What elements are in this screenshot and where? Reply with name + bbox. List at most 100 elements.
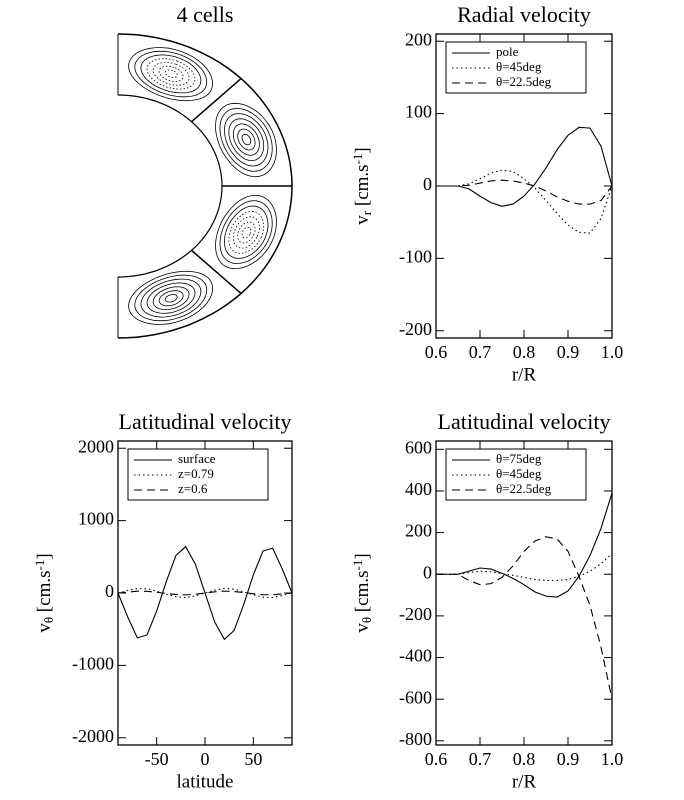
y-tick-label: -600: [399, 687, 432, 707]
streamline: [219, 107, 273, 172]
series-line: [436, 169, 613, 234]
streamline: [215, 194, 277, 270]
chart-title: Radial velocity: [457, 2, 591, 27]
x-axis-label: latitude: [177, 771, 234, 792]
streamline: [152, 61, 190, 86]
y-tick-label: 0: [423, 562, 432, 582]
streamline: [134, 50, 208, 98]
y-axis-label-part: [cm.s: [352, 164, 373, 210]
y-axis-label-part: ]: [34, 553, 55, 559]
legend-box: [127, 448, 269, 501]
legend-box: [445, 448, 587, 501]
streamline: [219, 200, 273, 265]
streamline: [152, 286, 190, 311]
streamline: [164, 293, 178, 303]
inner-boundary: [117, 94, 223, 278]
streamline: [223, 205, 269, 259]
x-tick-label: -50: [145, 749, 169, 769]
x-tick-label: 0.7: [469, 342, 492, 362]
y-axis-label-part: -1: [350, 560, 365, 571]
y-tick-label: -200: [399, 604, 432, 624]
x-tick-label: 50: [244, 749, 262, 769]
y-tick-label: -800: [399, 729, 432, 749]
streamline: [158, 65, 184, 82]
x-axis-label: r/R: [512, 771, 537, 792]
series-line: [117, 587, 293, 599]
streamline: [228, 210, 265, 254]
series-line: [436, 126, 613, 207]
y-tick-label: -2000: [72, 726, 114, 746]
y-tick-label: 600: [405, 437, 432, 457]
legend-label: θ=22.5deg: [496, 74, 552, 89]
y-axis-label-part: r: [359, 210, 374, 215]
y-axis-label-part: [cm.s: [34, 571, 55, 617]
streamline: [241, 226, 252, 239]
cell-boundary: [191, 249, 242, 295]
chart-title: Latitudinal velocity: [119, 409, 292, 434]
y-tick-label: -400: [399, 646, 432, 666]
x-tick-label: 0.8: [513, 342, 536, 362]
streamline: [140, 54, 202, 94]
streamline: [146, 282, 196, 314]
streamline: [128, 270, 214, 325]
annulus: [117, 33, 293, 339]
streamline: [241, 133, 252, 146]
series-line: [117, 590, 293, 596]
x-tick-label: 0.9: [557, 749, 580, 769]
chart-title: Latitudinal velocity: [438, 409, 611, 434]
series-line: [436, 536, 613, 700]
x-tick-label: 1.0: [601, 342, 624, 362]
series-line: [436, 179, 613, 205]
y-axis-label-part: -1: [350, 154, 365, 165]
y-axis-label-part: v: [352, 623, 373, 633]
legend-label: θ=45deg: [496, 466, 542, 481]
y-axis-label-part: ]: [352, 147, 373, 153]
y-axis-label: vr [cm.s-1]: [350, 147, 374, 224]
legend-label: pole: [496, 44, 519, 59]
y-tick-label: 200: [405, 29, 432, 49]
y-axis-label: vθ [cm.s-1]: [350, 553, 374, 632]
series-line: [436, 492, 613, 598]
y-tick-label: 100: [405, 102, 432, 122]
streamline: [215, 102, 277, 178]
streamline: [237, 221, 256, 244]
streamline: [128, 47, 214, 102]
y-tick-label: 0: [423, 174, 432, 194]
x-tick-label: 1.0: [601, 749, 624, 769]
chart-title: 4 cells: [177, 2, 234, 27]
streamline: [232, 123, 260, 156]
streamline: [223, 113, 269, 167]
legend-label: θ=22.5deg: [496, 481, 552, 496]
legend-label: θ=75deg: [496, 451, 542, 466]
y-tick-label: 0: [105, 581, 114, 601]
y-axis-label-part: v: [352, 215, 373, 225]
streamline: [228, 118, 265, 162]
series-line: [117, 545, 293, 641]
y-axis-label-part: v: [34, 623, 55, 633]
streamline: [158, 290, 184, 307]
y-tick-label: -1000: [72, 654, 114, 674]
x-tick-label: 0: [201, 749, 210, 769]
streamline: [237, 128, 256, 151]
x-tick-label: 0.6: [425, 342, 448, 362]
y-axis-label-part: [cm.s: [352, 571, 373, 617]
legend-label: z=0.79: [178, 466, 214, 481]
y-tick-label: 1000: [78, 509, 114, 529]
streamline: [164, 69, 178, 79]
y-axis-label-part: θ: [359, 617, 374, 623]
x-tick-label: 0.9: [557, 342, 580, 362]
y-tick-label: 400: [405, 479, 432, 499]
streamline: [140, 278, 202, 318]
x-tick-label: 0.7: [469, 749, 492, 769]
y-tick-label: -200: [399, 319, 432, 339]
x-tick-label: 0.8: [513, 749, 536, 769]
legend-label: θ=45deg: [496, 59, 542, 74]
streamline: [232, 216, 260, 249]
streamline: [134, 274, 208, 322]
y-axis-label-part: ]: [352, 553, 373, 559]
streamline: [146, 58, 196, 90]
y-axis-label: vθ [cm.s-1]: [32, 553, 56, 632]
x-tick-label: 0.6: [425, 749, 448, 769]
series-line: [436, 553, 613, 582]
